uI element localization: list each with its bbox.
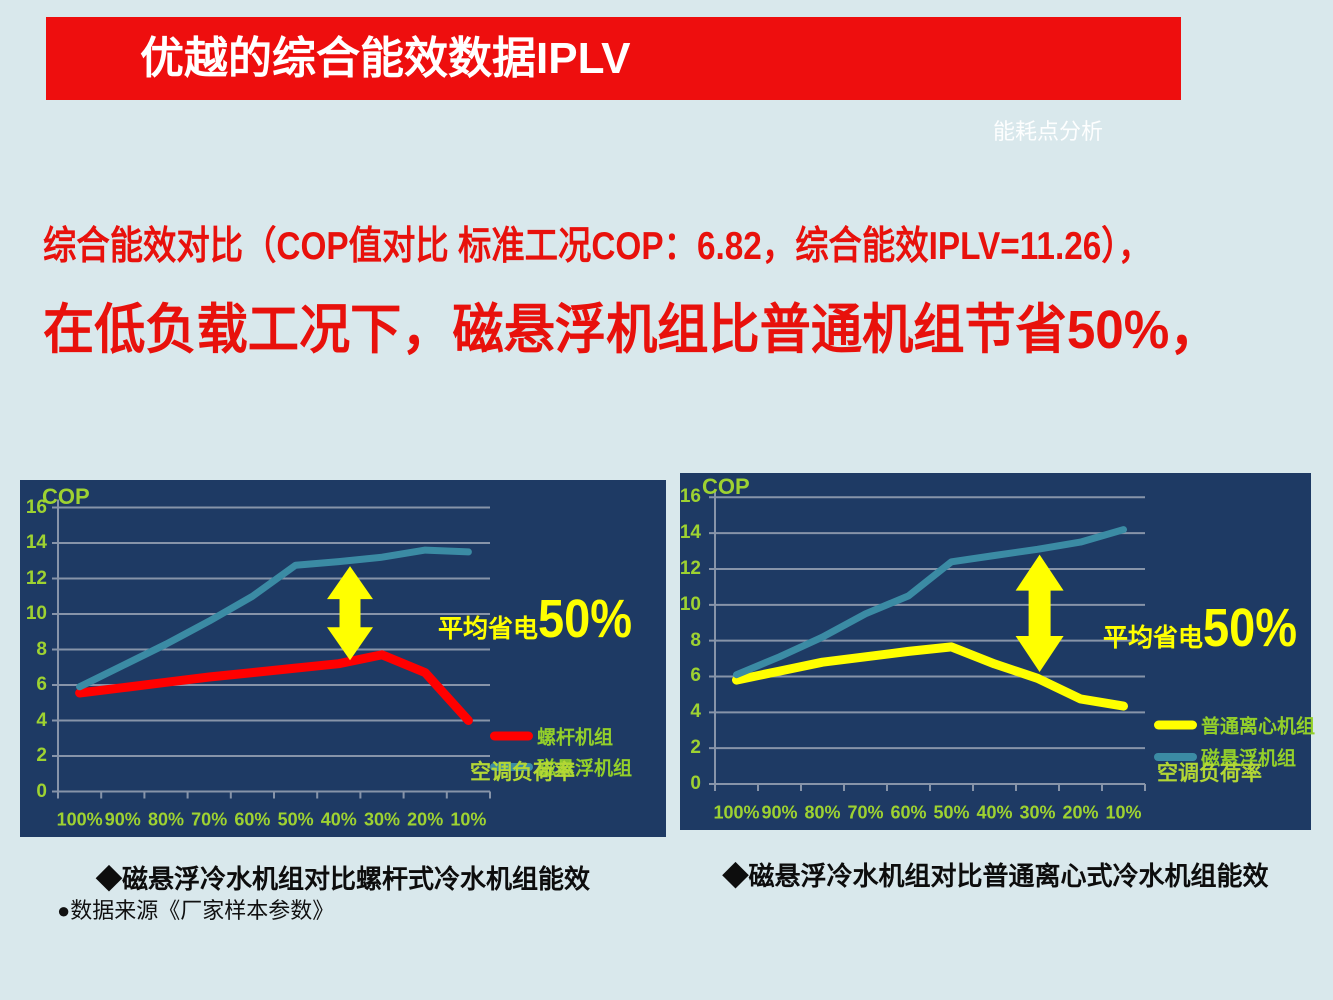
slide-title: 优越的综合能效数据IPLV: [140, 34, 631, 83]
legend-label: 普通离心机组: [1201, 716, 1316, 738]
right-chart-panel: 0 2 4 6 8 10 12 14 16 100% 90% 80% 70% 60% 50% 40% 30% 20…: [680, 473, 1315, 830]
y-tick-label: 2: [690, 737, 701, 759]
legend-swatch: [490, 731, 533, 741]
x-tick-label: 60%: [234, 809, 271, 830]
y-tick-label: 14: [25, 532, 47, 553]
x-tick-label: 90%: [761, 802, 798, 823]
legend-swatch: [490, 763, 533, 771]
savings-annotation-prefix: 平均省电: [438, 615, 539, 643]
x-tick-label: 70%: [847, 802, 884, 823]
chart-plot-svg: [709, 489, 1146, 791]
y-axis-label: COP: [42, 484, 90, 509]
chart-plot-svg: [52, 499, 491, 799]
y-tick-label: 14: [679, 522, 701, 544]
y-tick-label: 12: [679, 557, 701, 579]
headline-large: 在低负载工况下，磁悬浮机组比普通机组节省50%，: [43, 300, 1221, 360]
x-tick-label: 40%: [976, 802, 1013, 823]
savings-annotation: 平均省电50%: [438, 588, 646, 650]
y-tick-label: 4: [690, 701, 701, 723]
legend-swatch: [1154, 720, 1197, 730]
y-tick-label: 6: [690, 665, 701, 687]
y-tick-label: 0: [36, 780, 47, 802]
y-axis-label: COP: [702, 474, 750, 499]
source-note: ●数据来源《厂家样本参数》: [57, 898, 335, 923]
savings-arrow: [327, 566, 373, 661]
x-tick-label: 100%: [713, 802, 760, 823]
legend-swatch: [1154, 753, 1197, 761]
watermark-text: 能耗点分析: [993, 119, 1104, 144]
y-tick-label: 16: [25, 496, 47, 518]
left-chart-caption: ◆磁悬浮冷水机组对比螺杆式冷水机组能效: [95, 864, 590, 894]
y-tick-label: 16: [679, 486, 701, 508]
y-tick-label: 10: [25, 603, 47, 624]
x-tick-label: 80%: [804, 802, 841, 823]
y-tick-label: 2: [36, 745, 47, 766]
x-tick-label: 10%: [450, 809, 487, 830]
savings-annotation: 平均省电50%: [1103, 597, 1311, 659]
series-line: [76, 546, 472, 691]
x-tick-label: 50%: [277, 809, 314, 830]
title-banner: [46, 17, 1181, 100]
series-line: [75, 650, 473, 725]
x-axis-title: 空调负荷率: [470, 761, 575, 784]
x-tick-label: 10%: [1105, 802, 1142, 823]
legend-label: 螺杆机组: [537, 727, 614, 749]
x-tick-label: 20%: [1062, 802, 1099, 823]
legend-label: 磁悬浮机组: [537, 758, 633, 780]
x-tick-label: 30%: [1019, 802, 1056, 823]
x-tick-label: 80%: [147, 809, 185, 830]
right-chart-caption: ◆磁悬浮冷水机组对比普通离心式冷水机组能效: [722, 861, 1269, 891]
headline-small: 综合能效对比（COP值对比 标准工况COP：6.82，综合能效IPLV=11.2…: [43, 225, 1152, 268]
y-tick-label: 6: [36, 674, 47, 695]
x-tick-label: 20%: [407, 809, 444, 830]
savings-annotation-value: 50%: [1203, 598, 1298, 658]
savings-annotation-value: 50%: [538, 589, 633, 649]
legend-label: 磁悬浮机组: [1201, 748, 1297, 770]
left-chart-panel: 0 2 4 6 8 10 12 14 16 100% 90% 80% 70% 60% 50% 40% 30% 20…: [20, 480, 666, 837]
x-tick-label: 30%: [363, 809, 401, 830]
y-tick-label: 8: [36, 638, 47, 660]
y-tick-label: 8: [690, 629, 701, 651]
y-tick-label: 4: [36, 709, 47, 731]
series-line: [733, 526, 1127, 679]
x-tick-label: 40%: [320, 809, 357, 830]
savings-annotation-prefix: 平均省电: [1103, 624, 1204, 652]
x-tick-label: 50%: [933, 802, 970, 823]
y-tick-label: 12: [25, 567, 47, 589]
y-tick-label: 10: [679, 593, 701, 615]
x-tick-label: 70%: [191, 809, 228, 830]
x-tick-label: 100%: [56, 809, 103, 830]
x-tick-label: 90%: [104, 809, 141, 830]
savings-arrow: [1015, 554, 1064, 672]
x-tick-label: 60%: [890, 802, 927, 823]
x-axis-title: 空调负荷率: [1157, 762, 1262, 785]
y-tick-label: 0: [690, 773, 701, 794]
series-line: [732, 642, 1128, 711]
